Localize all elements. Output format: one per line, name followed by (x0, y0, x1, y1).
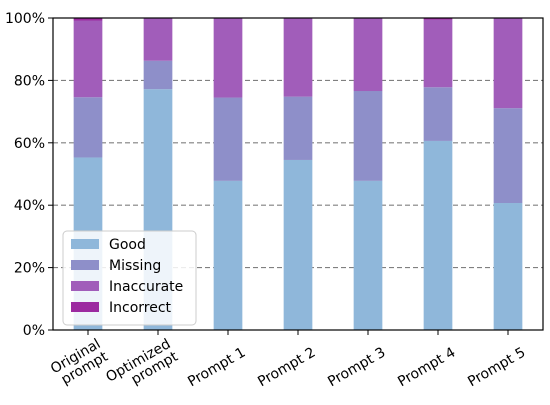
bar-segment-good (493, 203, 523, 330)
y-tick-label: 40% (14, 198, 45, 214)
x-tick-label-text: Prompt 5 (465, 345, 528, 391)
bar-segment-inaccurate (213, 18, 243, 98)
x-tick-label: Prompt 1 (185, 345, 248, 391)
x-tick-label: Prompt 3 (325, 345, 388, 391)
y-tick-label: 0% (23, 323, 45, 339)
bar-segment-inaccurate (423, 19, 453, 88)
x-tick-label: Prompt 2 (255, 345, 318, 391)
bar-segment-missing (213, 97, 243, 181)
legend-swatch-good (71, 239, 99, 249)
x-tick-label-text: Prompt 2 (255, 345, 318, 391)
bars (73, 18, 523, 330)
bar-segment-missing (353, 91, 383, 181)
bar-segment-missing (73, 97, 103, 158)
bar-segment-good (423, 140, 453, 330)
x-tick-label-text: Prompt 4 (395, 344, 458, 390)
x-tick-label: Originalprompt (48, 336, 111, 390)
legend-swatch-incorrect (71, 302, 99, 312)
x-tick-label-text: Originalprompt (48, 336, 111, 390)
x-tick-label: Prompt 4 (395, 344, 458, 390)
y-tick-label: 80% (14, 73, 45, 89)
bar-segment-missing (423, 87, 453, 141)
legend-box (62, 230, 197, 326)
legend-label-missing: Missing (109, 258, 161, 274)
legend: Good Missing Inaccurate Incorrect (62, 230, 197, 326)
bar-segment-missing (283, 96, 313, 160)
x-tick-label-text: Prompt 1 (185, 345, 248, 391)
x-tick-label: Optimizedprompt (103, 336, 181, 399)
x-tick-label-text: Optimizedprompt (103, 336, 181, 399)
bar-segment-incorrect (423, 18, 453, 20)
bar-segment-inaccurate (283, 18, 313, 97)
bar-segment-inaccurate (353, 18, 383, 92)
y-tick-label: 60% (14, 136, 45, 152)
legend-label-incorrect: Incorrect (109, 300, 172, 316)
x-tick-label-text: Prompt 3 (325, 345, 388, 391)
bar-segment-missing (493, 108, 523, 204)
legend-label-inaccurate: Inaccurate (109, 279, 183, 295)
legend-label-good: Good (109, 237, 146, 253)
bar-segment-missing (143, 60, 173, 90)
y-axis: 0% 20% 40% 60% 80% 100% (5, 11, 53, 339)
bar-segment-inaccurate (73, 20, 103, 98)
bar-segment-good (353, 180, 383, 330)
legend-swatch-missing (71, 260, 99, 270)
bar-segment-inaccurate (143, 18, 173, 61)
x-tick-label: Prompt 5 (465, 345, 528, 391)
legend-swatch-inaccurate (71, 281, 99, 291)
bar-segment-inaccurate (493, 18, 523, 109)
bar-segment-incorrect (73, 18, 103, 21)
y-tick-label: 20% (14, 261, 45, 277)
bar-segment-good (213, 180, 243, 330)
bar-segment-good (283, 159, 313, 330)
y-tick-label: 100% (5, 11, 45, 27)
